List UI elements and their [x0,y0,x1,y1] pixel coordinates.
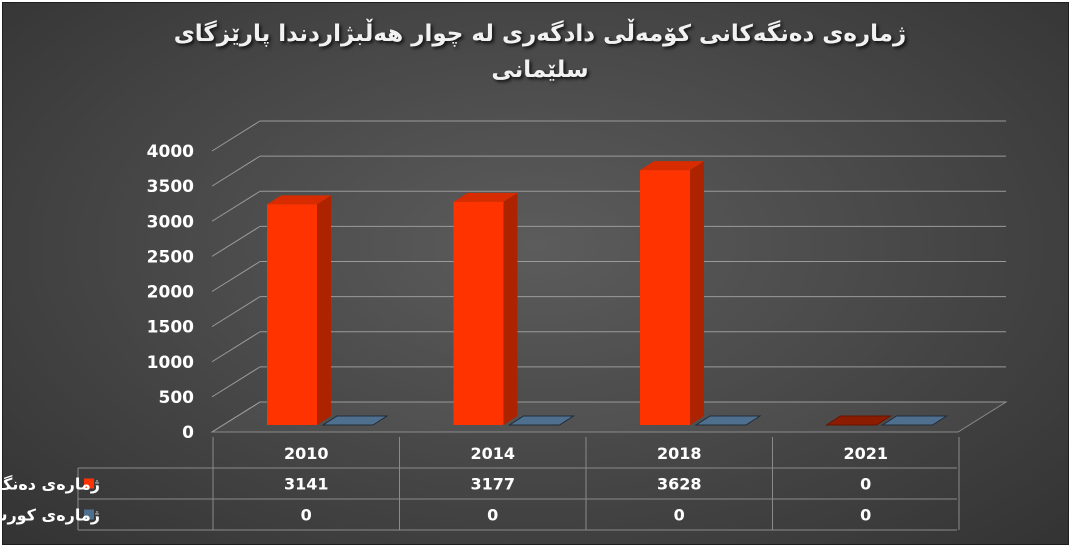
data-label: 0 [301,506,312,525]
x-tick-label: 2010 [284,444,329,463]
bar-flat [694,415,762,426]
gridline-side [211,190,261,222]
bar-flat [321,415,389,426]
bar [321,415,389,426]
y-tick-label: 1000 [147,353,194,373]
y-tick-label: 2500 [147,247,194,267]
bar-flat [880,415,949,426]
data-label: 0 [674,506,685,525]
bar-front [640,170,690,425]
data-label: 0 [487,506,498,525]
y-tick-label: 0 [182,423,194,443]
bar [507,415,576,426]
x-tick-label: 2014 [470,444,515,463]
bar [880,415,949,426]
legend-label: ژمارەی دەنگ [0,475,100,494]
y-tick-label: 500 [159,388,195,408]
legend-label: ژمارەی کورسی [0,506,100,525]
y-tick-label: 3500 [147,177,194,197]
bar [453,192,518,425]
y-tick-label: 3000 [147,212,194,232]
gridline-side [211,331,261,363]
y-tick-label: 1500 [147,318,194,338]
bar-side [317,195,331,425]
data-label: 0 [860,506,871,525]
data-label: 3141 [284,475,329,494]
data-label: 3628 [657,475,702,494]
bar [267,195,331,425]
bar [824,415,893,426]
y-tick-label: 4000 [147,142,194,162]
data-label: 3177 [470,475,515,494]
bar-side [503,192,518,425]
x-tick-label: 2021 [843,444,888,463]
gridline-side [211,155,261,187]
bar-top [640,161,704,171]
gridline-side [211,120,261,152]
bar [694,415,762,426]
data-label: 0 [860,475,871,494]
gridline-side [211,225,261,257]
legend-key [84,478,94,489]
chart-title: ژمارەی دەنگەکانی کۆمەڵی دادگەری لە چوار … [173,21,907,83]
gridline-side [211,261,261,292]
bar-front [267,204,317,425]
bar-front [453,201,504,425]
gridline-side [211,366,261,398]
bar-top [453,192,518,202]
bar-flat [824,415,893,426]
legend-key [84,509,94,520]
bar-flat [507,415,576,426]
bar-top [267,195,331,205]
gridline-side [211,296,261,328]
bar-side [690,161,704,425]
x-tick-label: 2018 [657,444,702,463]
gridline-side [211,401,261,433]
bar [640,161,704,425]
y-tick-label: 2000 [147,283,194,303]
